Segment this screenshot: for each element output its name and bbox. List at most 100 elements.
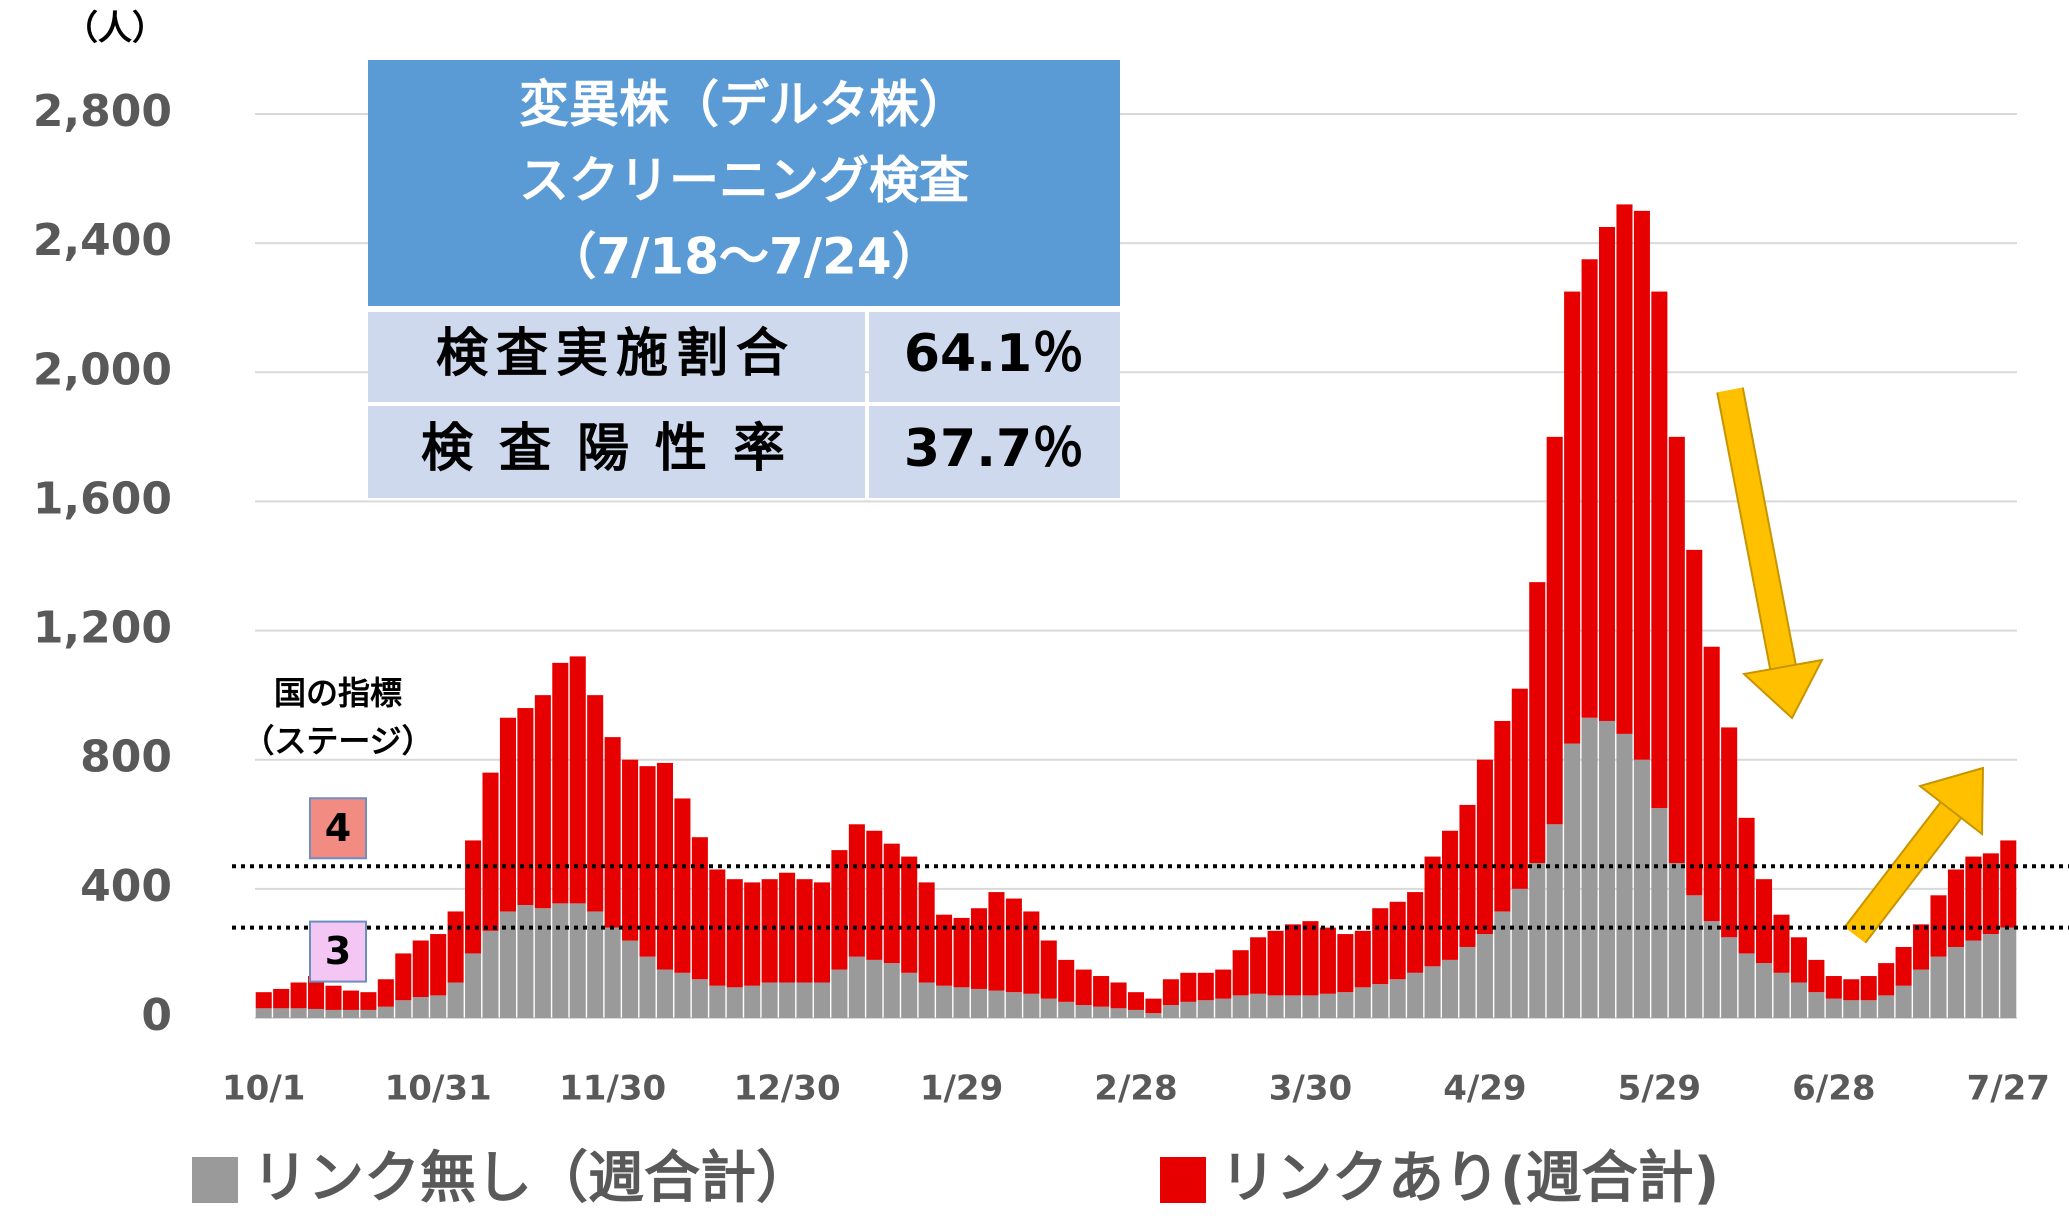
bar-segment	[761, 982, 778, 1018]
bar-segment	[290, 982, 307, 1009]
bar-segment	[1843, 1000, 1860, 1018]
bar-segment	[1267, 930, 1284, 996]
bar-segment	[1302, 995, 1319, 1018]
bar-segment	[1145, 998, 1162, 1014]
bar-segment	[1267, 995, 1284, 1018]
bar-segment	[499, 911, 516, 1018]
bar-segment	[1232, 950, 1249, 996]
bar-segment	[1808, 992, 1825, 1018]
arrow-up	[1845, 802, 1961, 943]
bar-segment	[988, 990, 1005, 1018]
bar-segment	[831, 850, 848, 970]
bar-segment	[1703, 646, 1720, 922]
bar-segment	[1372, 984, 1389, 1018]
bar-segment	[1494, 911, 1511, 1018]
bar-segment	[709, 869, 726, 986]
x-tick-label: 7/27	[1967, 1069, 2050, 1109]
bar-segment	[360, 1009, 377, 1018]
bar-segment	[604, 927, 621, 1018]
bar-segment	[639, 956, 656, 1018]
table-cell	[368, 312, 865, 402]
y-tick-label: 2,400	[33, 215, 172, 266]
bar-segment	[1127, 992, 1145, 1010]
bar-segment	[1599, 720, 1616, 1018]
bar-segment	[1424, 856, 1441, 967]
bar-segment	[691, 837, 708, 980]
stage-box	[309, 920, 367, 983]
bar-segment	[1947, 946, 1964, 1018]
bar-segment	[1302, 921, 1319, 996]
bar-segment	[412, 997, 429, 1018]
bar-segment	[1058, 1001, 1075, 1018]
bar-segment	[1162, 1005, 1179, 1018]
bar-segment	[587, 695, 604, 912]
bar-segment	[1180, 1001, 1197, 1018]
bar-segment	[831, 969, 848, 1018]
bar-segment	[1982, 853, 1999, 935]
y-tick-label: 400	[80, 861, 172, 912]
bar-segment	[1389, 901, 1406, 980]
bar-segment	[1337, 992, 1354, 1018]
bar-segment	[674, 798, 691, 973]
bar-segment	[953, 987, 970, 1018]
bar-segment	[1284, 924, 1302, 996]
x-tick-label: 11/30	[559, 1069, 666, 1109]
bar-segment	[1250, 937, 1267, 994]
bar-segment	[1564, 743, 1581, 1018]
bar-segment	[1668, 863, 1685, 1018]
x-tick-label: 3/30	[1269, 1069, 1352, 1109]
bar-segment	[1058, 959, 1075, 1002]
bar-segment	[1546, 824, 1563, 1018]
table-cell	[368, 406, 865, 498]
bar-segment	[325, 985, 342, 1010]
bar-segment	[1790, 937, 1807, 983]
bar-segment	[1319, 927, 1336, 994]
bar-segment	[1965, 940, 1982, 1018]
bar-segment	[866, 830, 883, 960]
bar-segment	[1564, 291, 1581, 744]
x-tick-label: 1/29	[920, 1069, 1003, 1109]
bar-segment	[1040, 940, 1057, 999]
bar-segment	[1599, 227, 1616, 721]
bar-segment	[1040, 998, 1057, 1018]
table-title: スクリーニング検査	[519, 152, 969, 210]
bar-segment	[1686, 895, 1703, 1018]
bar-segment	[1965, 856, 1982, 941]
bar-segment	[709, 985, 726, 1018]
bar-segment	[552, 662, 569, 904]
bar-segment	[1441, 830, 1459, 960]
bar-segment	[1372, 908, 1389, 985]
arrow-up-head	[1917, 766, 1985, 837]
bar-segment	[255, 1008, 272, 1018]
bar-segment	[1180, 972, 1197, 1002]
bar-segment	[482, 930, 499, 1018]
table-row-value: 37.7％	[904, 419, 1084, 479]
bar-segment	[1930, 956, 1947, 1018]
bar-segment	[1721, 937, 1738, 1018]
bar-segment	[587, 911, 604, 1018]
bar-segment	[1075, 969, 1092, 1006]
bar-segment	[1215, 998, 1232, 1018]
bar-segment	[639, 766, 656, 957]
y-tick-label: 1,200	[33, 603, 172, 654]
x-tick-label: 2/28	[1094, 1069, 1177, 1109]
bar-segment	[2000, 840, 2017, 928]
table-row-label: 検査実施割合	[436, 324, 796, 384]
bar-segment	[1354, 930, 1371, 988]
bar-segment	[1895, 985, 1912, 1018]
bar-segment	[534, 908, 551, 1018]
bar-segment	[1878, 963, 1895, 996]
bar-segment	[883, 843, 900, 964]
bar-segment	[622, 940, 639, 1018]
bar-segment	[1860, 1000, 1877, 1018]
bar-segment	[1197, 972, 1214, 1001]
arrow-down	[1718, 387, 1795, 670]
legend-label: リンク無し（週合計）	[252, 1146, 812, 1211]
legend-swatch	[1160, 1157, 1206, 1203]
bar-segment	[1494, 720, 1511, 912]
bar-segment	[1773, 914, 1790, 973]
bar-segment	[1476, 759, 1493, 935]
legend-swatch	[192, 1157, 238, 1203]
y-tick-label: 2,000	[33, 344, 172, 395]
